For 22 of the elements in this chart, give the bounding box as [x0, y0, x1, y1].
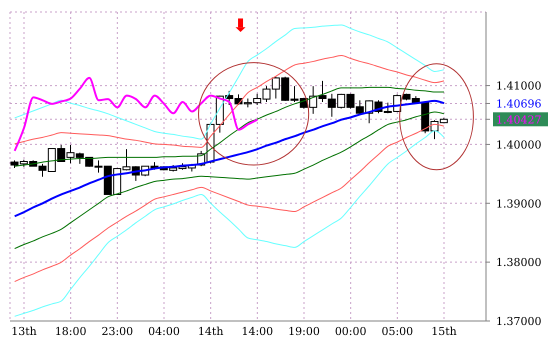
- y-tick-label: 1.40000: [496, 138, 542, 152]
- line-series: [14, 55, 444, 148]
- line-series: [14, 112, 444, 250]
- x-tick-label: 19:00: [288, 324, 320, 338]
- x-tick-label: 14:00: [241, 324, 274, 338]
- x-tick-label: 13th: [11, 324, 37, 338]
- y-tick-label: 1.39000: [496, 197, 542, 210]
- y-tick-label: 1.40696: [496, 97, 542, 110]
- line-series: [14, 76, 258, 152]
- y-tick-label: 1.38000: [496, 256, 542, 270]
- x-tick-label: 00:00: [334, 324, 367, 338]
- x-tick-label: 15th: [431, 324, 457, 338]
- y-tick-label: 1.37000: [496, 315, 542, 328]
- x-tick-label: 14th: [198, 324, 224, 338]
- y-tick-label: 1.41000: [496, 80, 542, 93]
- y-tick-label: 1.40427: [496, 113, 542, 126]
- x-tick-label: 05:00: [381, 324, 414, 338]
- line-series: [14, 100, 445, 218]
- x-tick-label: 23:00: [101, 324, 134, 338]
- x-tick-label: 18:00: [54, 324, 87, 338]
- line-series: [14, 24, 444, 140]
- x-tick-label: 04:00: [148, 324, 180, 338]
